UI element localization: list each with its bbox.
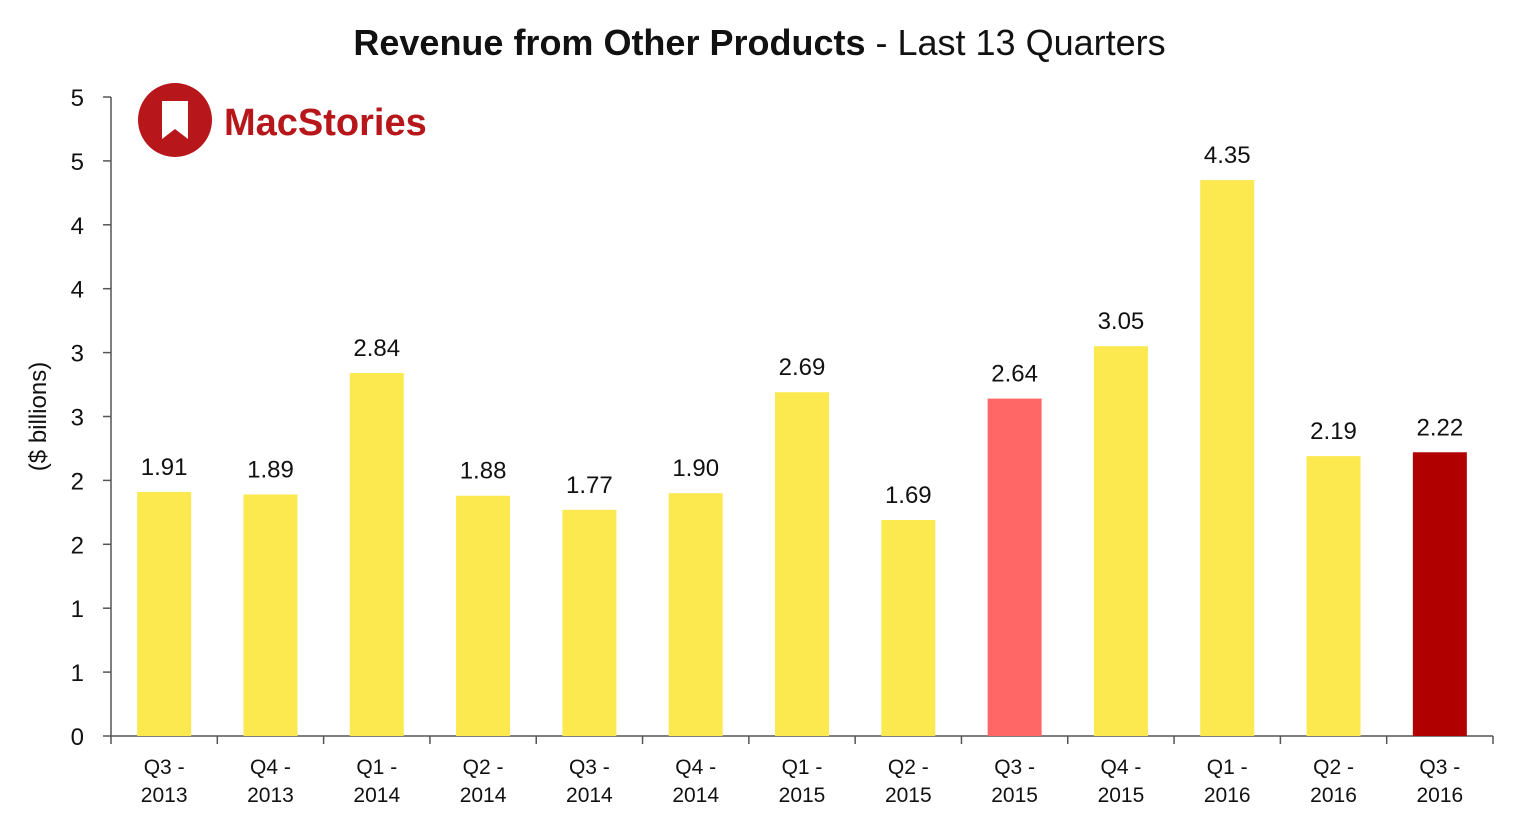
- value-label: 1.77: [566, 472, 613, 499]
- axes: 0 1 1 2 2 3 3 4 4 5 5 ($ billions): [25, 85, 1494, 751]
- bar: [1093, 346, 1148, 736]
- x-tick-label-year: 2014: [672, 784, 719, 807]
- x-tick-label-quarter: Q4 -: [1101, 756, 1142, 779]
- value-label: 1.69: [885, 482, 932, 509]
- value-label: 2.64: [991, 361, 1038, 388]
- x-tick-label-year: 2013: [247, 784, 294, 807]
- bar: [137, 491, 192, 736]
- x-tick-label-year: 2014: [460, 784, 507, 807]
- bar: [456, 495, 511, 736]
- bar: [349, 373, 404, 736]
- x-tick-label-quarter: Q4 -: [250, 756, 291, 779]
- y-tick-label: 1: [71, 596, 84, 623]
- x-tick-label-year: 2016: [1416, 784, 1463, 807]
- x-tick-label-quarter: Q3 -: [569, 756, 610, 779]
- x-tick-label-year: 2014: [566, 784, 613, 807]
- bar: [1200, 180, 1255, 736]
- bar: [775, 392, 829, 736]
- x-tick-label-quarter: Q1 -: [782, 756, 823, 779]
- y-tick-label: 3: [71, 405, 84, 432]
- bar: [562, 509, 617, 736]
- x-tick-label-quarter: Q1 -: [356, 756, 397, 779]
- x-tick-label-quarter: Q2 -: [1313, 756, 1354, 779]
- x-tick-label-year: 2013: [141, 784, 188, 807]
- x-tick-label-year: 2015: [779, 784, 826, 807]
- x-tick-label-year: 2015: [991, 784, 1038, 807]
- x-tick-label-quarter: Q3 -: [1419, 756, 1460, 779]
- y-tick-label: 2: [71, 532, 84, 559]
- bar: [987, 398, 1042, 736]
- macstories-logo: MacStories: [138, 83, 427, 157]
- bar: [1306, 456, 1361, 736]
- y-tick-label: 2: [71, 468, 84, 495]
- logo-text: MacStories: [224, 102, 427, 144]
- labels: 1.91 Q3 - 2013 1.89 Q4 - 2013 2.84 Q1 - 2014 1.88…: [141, 142, 1463, 807]
- x-tick-label-year: 2014: [353, 784, 400, 807]
- value-label: 3.05: [1098, 308, 1145, 335]
- value-label: 1.89: [247, 456, 294, 483]
- value-label: 4.35: [1204, 142, 1251, 169]
- chart-title: Revenue from Other Products - Last 13 Qu…: [0, 22, 1519, 64]
- x-tick-label-quarter: Q3 -: [994, 756, 1035, 779]
- y-tick-label: 3: [71, 341, 84, 368]
- y-tick-label: 5: [71, 85, 84, 112]
- x-tick-label-year: 2016: [1204, 784, 1251, 807]
- y-tick-label: 4: [71, 213, 84, 240]
- y-tick-label: 4: [71, 277, 84, 304]
- bar: [881, 520, 936, 736]
- x-tick-label-year: 2016: [1310, 784, 1357, 807]
- x-tick-label-year: 2015: [1098, 784, 1145, 807]
- bookmark-icon: [162, 101, 188, 139]
- bars: [137, 180, 1467, 736]
- chart-title-regular: - Last 13 Quarters: [865, 22, 1166, 63]
- y-axis-title: ($ billions): [25, 362, 52, 471]
- bar: [668, 493, 723, 736]
- value-label: 2.69: [779, 354, 826, 381]
- bar: [1412, 452, 1467, 736]
- value-label: 2.84: [353, 335, 400, 362]
- value-label: 1.90: [672, 455, 719, 482]
- x-tick-label-quarter: Q2 -: [463, 756, 504, 779]
- y-tick-label: 0: [71, 724, 84, 751]
- x-tick-label-quarter: Q2 -: [888, 756, 929, 779]
- y-tick-label: 5: [71, 149, 84, 176]
- chart-title-bold: Revenue from Other Products: [353, 22, 866, 63]
- value-label: 1.91: [141, 454, 188, 481]
- value-label: 2.19: [1310, 418, 1357, 445]
- value-label: 1.88: [460, 458, 507, 485]
- x-tick-label-year: 2015: [885, 784, 932, 807]
- bar: [243, 494, 298, 736]
- value-label: 2.22: [1416, 414, 1463, 441]
- y-tick-label: 1: [71, 660, 84, 687]
- x-tick-label-quarter: Q4 -: [675, 756, 716, 779]
- x-tick-label-quarter: Q3 -: [144, 756, 185, 779]
- x-tick-label-quarter: Q1 -: [1207, 756, 1248, 779]
